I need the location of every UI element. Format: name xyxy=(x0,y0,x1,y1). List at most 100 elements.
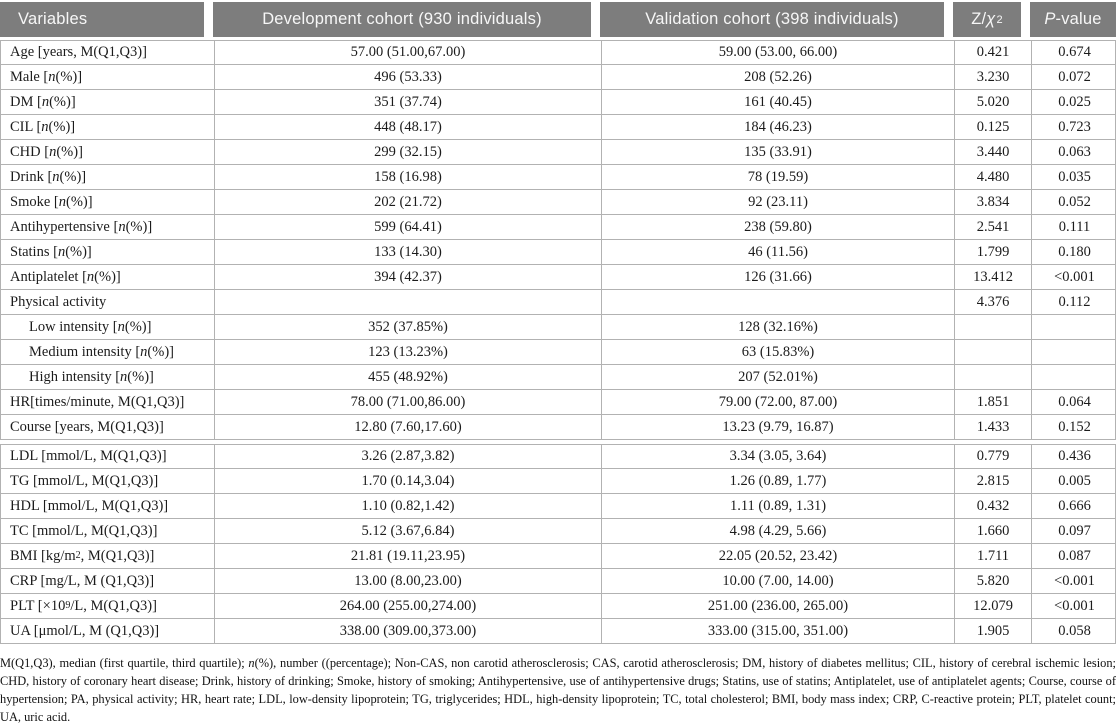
cell-z-chi2 xyxy=(954,340,1031,364)
table-row: Age [years, M(Q1,Q3)] 57.00 (51.00,67.00… xyxy=(0,40,1116,65)
cell-p-value xyxy=(1031,365,1116,389)
header-z-chi2: Z/χ 2 xyxy=(953,2,1021,37)
cell-variable: LDL [mmol/L, M(Q1,Q3)] xyxy=(10,448,167,464)
cell-p-value: 0.058 xyxy=(1031,619,1116,643)
cell-variable: Statins [n (%)] xyxy=(10,243,92,260)
cell-variable: TC [mmol/L, M(Q1,Q3)] xyxy=(10,522,158,539)
cell-variable: UA [μmol/L, M (Q1,Q3)] xyxy=(10,622,160,639)
cell-variable: Age [years, M(Q1,Q3)] xyxy=(10,44,147,60)
cell-variable: Low intensity [n (%)] xyxy=(29,318,152,335)
cell-p-value: 0.005 xyxy=(1031,469,1116,493)
cell-validation: 135 (33.91) xyxy=(601,140,954,164)
cell-validation: 3.34 (3.05, 3.64) xyxy=(601,445,954,468)
table-row: HR[times/minute, M(Q1,Q3)] 78.00 (71.00,… xyxy=(0,390,1116,415)
cell-z-chi2: 0.125 xyxy=(954,115,1031,139)
table-row: PLT [×10 9/L, M(Q1,Q3)] 264.00 (255.00,27… xyxy=(0,594,1116,619)
cell-p-value: <0.001 xyxy=(1031,594,1116,618)
cell-variable: PLT [×10 9/L, M(Q1,Q3)] xyxy=(10,597,157,614)
cell-validation: 13.23 (9.79, 16.87) xyxy=(601,415,954,439)
cell-validation: 184 (46.23) xyxy=(601,115,954,139)
table-row: Drink [n (%)] 158 (16.98) 78 (19.59) 4.4… xyxy=(0,165,1116,190)
table-row: Low intensity [n (%)] 352 (37.85%) 128 (… xyxy=(0,315,1116,340)
cell-p-value: 0.087 xyxy=(1031,544,1116,568)
cell-z-chi2: 1.660 xyxy=(954,519,1031,543)
table-row: Male [n (%)] 496 (53.33) 208 (52.26) 3.2… xyxy=(0,65,1116,90)
cell-development: 78.00 (71.00,86.00) xyxy=(214,390,601,414)
table-row: BMI [kg/m 2, M(Q1,Q3)] 21.81 (19.11,23.95… xyxy=(0,544,1116,569)
cell-z-chi2: 1.799 xyxy=(954,240,1031,264)
cell-development: 455 (48.92%) xyxy=(214,365,601,389)
cell-z-chi2: 1.905 xyxy=(954,619,1031,643)
cell-validation: 128 (32.16%) xyxy=(601,315,954,339)
cell-validation xyxy=(601,290,954,314)
table-row: CRP [mg/L, M (Q1,Q3)] 13.00 (8.00,23.00)… xyxy=(0,569,1116,594)
cell-p-value: <0.001 xyxy=(1031,265,1116,289)
cell-z-chi2: 5.820 xyxy=(954,569,1031,593)
header-validation-cohort: Validation cohort (398 individuals) xyxy=(600,2,944,37)
cell-validation: 333.00 (315.00, 351.00) xyxy=(601,619,954,643)
table-row: TC [mmol/L, M(Q1,Q3)] 5.12 (3.67,6.84) 4… xyxy=(0,519,1116,544)
table-footnote: M(Q1,Q3), median (first quartile, third … xyxy=(0,656,1116,724)
cell-validation: 78 (19.59) xyxy=(601,165,954,189)
cell-z-chi2: 4.376 xyxy=(954,290,1031,314)
cell-z-chi2 xyxy=(954,315,1031,339)
cell-z-chi2: 12.079 xyxy=(954,594,1031,618)
cell-development: 202 (21.72) xyxy=(214,190,601,214)
cell-p-value: 0.112 xyxy=(1031,290,1116,314)
cell-validation: 1.26 (0.89, 1.77) xyxy=(601,469,954,493)
cell-development: 133 (14.30) xyxy=(214,240,601,264)
cell-variable: Course [years, M(Q1,Q3)] xyxy=(10,418,164,435)
cell-validation: 22.05 (20.52, 23.42) xyxy=(601,544,954,568)
cell-z-chi2 xyxy=(954,365,1031,389)
table-row: HDL [mmol/L, M(Q1,Q3)] 1.10 (0.82,1.42) … xyxy=(0,494,1116,519)
cell-z-chi2: 13.412 xyxy=(954,265,1031,289)
cell-validation: 46 (11.56) xyxy=(601,240,954,264)
cell-p-value: 0.152 xyxy=(1031,415,1116,439)
cell-p-value: 0.052 xyxy=(1031,190,1116,214)
cell-p-value: 0.436 xyxy=(1031,445,1116,468)
cell-p-value: 0.111 xyxy=(1031,215,1116,239)
cell-development: 496 (53.33) xyxy=(214,65,601,89)
cell-validation: 10.00 (7.00, 14.00) xyxy=(601,569,954,593)
cell-p-value xyxy=(1031,340,1116,364)
cell-development: 57.00 (51.00,67.00) xyxy=(214,41,601,64)
cell-variable: DM [n (%)] xyxy=(10,93,76,110)
cell-development: 13.00 (8.00,23.00) xyxy=(214,569,601,593)
cell-validation: 1.11 (0.89, 1.31) xyxy=(601,494,954,518)
cell-variable: TG [mmol/L, M(Q1,Q3)] xyxy=(10,472,159,489)
cell-z-chi2: 1.711 xyxy=(954,544,1031,568)
header-development-cohort: Development cohort (930 individuals) xyxy=(213,2,591,37)
cell-development: 12.80 (7.60,17.60) xyxy=(214,415,601,439)
cell-p-value: 0.723 xyxy=(1031,115,1116,139)
cell-validation: 207 (52.01%) xyxy=(601,365,954,389)
cell-variable: High intensity [n (%)] xyxy=(29,368,154,385)
cell-validation: 63 (15.83%) xyxy=(601,340,954,364)
cell-validation: 79.00 (72.00, 87.00) xyxy=(601,390,954,414)
cell-validation: 126 (31.66) xyxy=(601,265,954,289)
cell-development: 5.12 (3.67,6.84) xyxy=(214,519,601,543)
cell-validation: 238 (59.80) xyxy=(601,215,954,239)
cell-variable: CRP [mg/L, M (Q1,Q3)] xyxy=(10,572,155,589)
table-row: Course [years, M(Q1,Q3)] 12.80 (7.60,17.… xyxy=(0,415,1116,440)
cell-variable: HR[times/minute, M(Q1,Q3)] xyxy=(10,393,185,410)
cell-p-value: 0.063 xyxy=(1031,140,1116,164)
cell-variable: Physical activity xyxy=(10,293,107,310)
table-row: CHD [n (%)] 299 (32.15) 135 (33.91) 3.44… xyxy=(0,140,1116,165)
cell-variable: Medium intensity [n (%)] xyxy=(29,343,174,360)
cell-z-chi2: 0.421 xyxy=(954,41,1031,64)
table-row: Antiplatelet [n (%)] 394 (42.37) 126 (31… xyxy=(0,265,1116,290)
cell-validation: 4.98 (4.29, 5.66) xyxy=(601,519,954,543)
cell-development: 448 (48.17) xyxy=(214,115,601,139)
cell-z-chi2: 0.779 xyxy=(954,445,1031,468)
cell-z-chi2: 1.433 xyxy=(954,415,1031,439)
cell-development: 352 (37.85%) xyxy=(214,315,601,339)
table-row: Statins [n (%)] 133 (14.30) 46 (11.56) 1… xyxy=(0,240,1116,265)
cell-validation: 251.00 (236.00, 265.00) xyxy=(601,594,954,618)
cell-development: 1.70 (0.14,3.04) xyxy=(214,469,601,493)
cell-development xyxy=(214,290,601,314)
cell-p-value: 0.180 xyxy=(1031,240,1116,264)
cell-development: 264.00 (255.00,274.00) xyxy=(214,594,601,618)
header-variables: Variables xyxy=(0,2,204,37)
cell-z-chi2: 5.020 xyxy=(954,90,1031,114)
cell-p-value: 0.035 xyxy=(1031,165,1116,189)
